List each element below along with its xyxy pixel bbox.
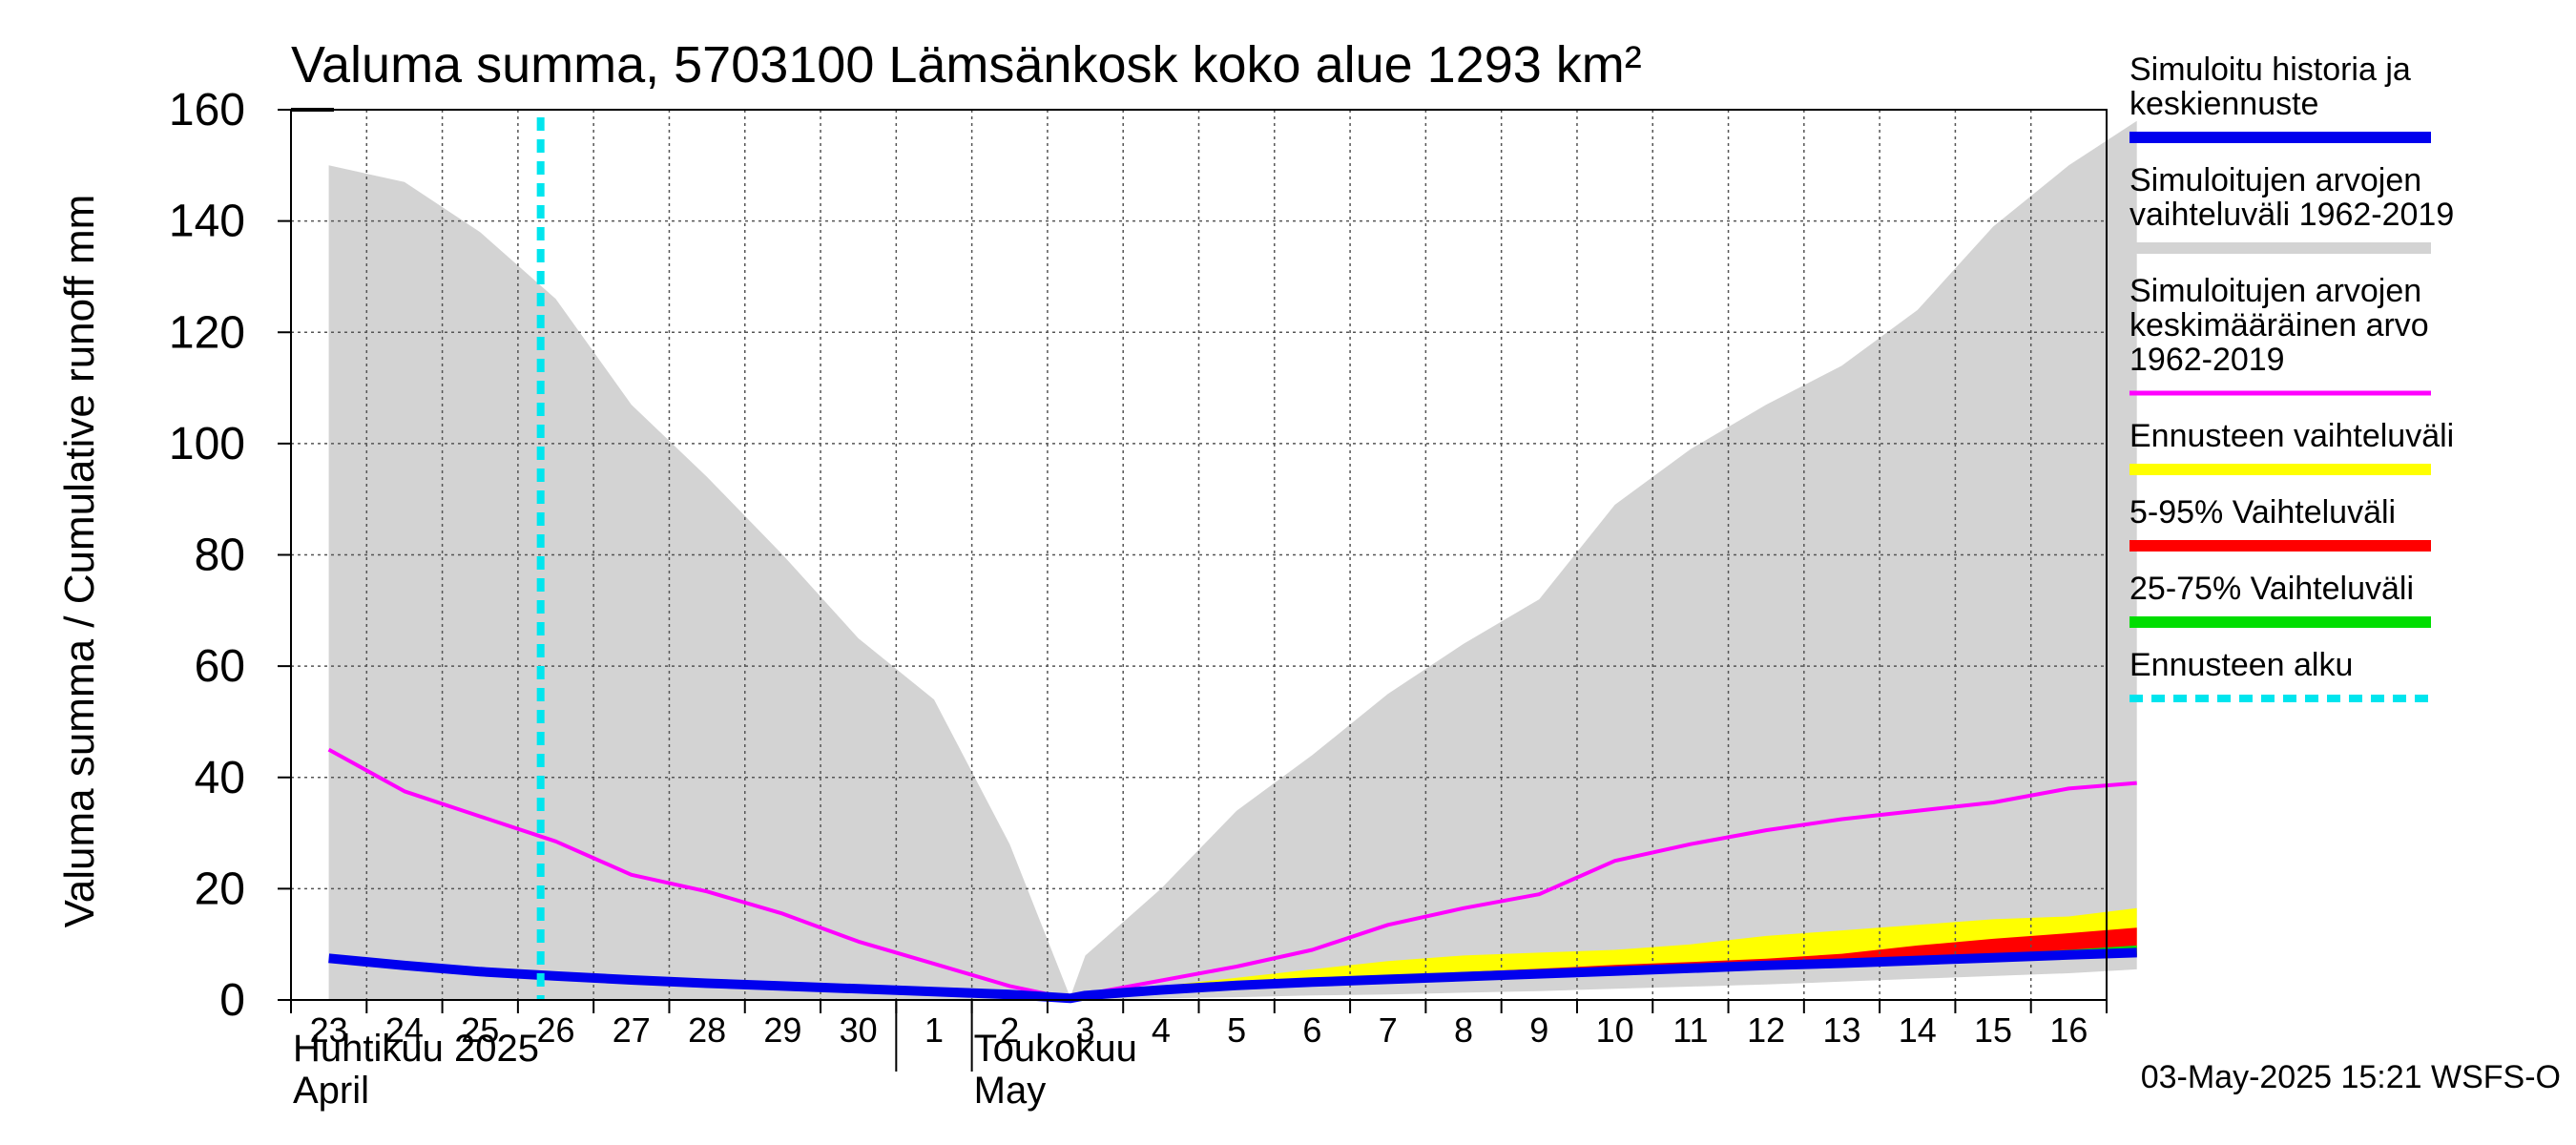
plot-area bbox=[290, 108, 2137, 1004]
x-tick-label: 13 bbox=[1822, 1010, 1860, 1050]
y-tick-label: 120 bbox=[169, 307, 245, 358]
y-tick-label: 100 bbox=[169, 419, 245, 469]
month-label-2-0: Toukokuu bbox=[974, 1028, 1137, 1070]
month-label-0-0: Huhtikuu 2025 bbox=[293, 1028, 539, 1070]
x-tick-label: 9 bbox=[1529, 1010, 1548, 1050]
x-tick-label: 14 bbox=[1899, 1010, 1937, 1050]
x-tick-label: 24 bbox=[385, 1010, 424, 1050]
x-tick-label: 12 bbox=[1747, 1010, 1785, 1050]
y-tick-label: 80 bbox=[195, 531, 245, 581]
y-tick-label: 140 bbox=[169, 197, 245, 247]
y-tick-label: 60 bbox=[195, 641, 245, 692]
month-label-2-1: May bbox=[974, 1070, 1047, 1112]
y-tick-label: 40 bbox=[195, 753, 245, 803]
legend-label: Simuloitujen arvojen bbox=[2129, 162, 2421, 198]
x-tick-label: 7 bbox=[1379, 1010, 1398, 1050]
legend-label: 1962-2019 bbox=[2129, 342, 2285, 378]
x-tick-label: 23 bbox=[310, 1010, 348, 1050]
chart-title: Valuma summa, 5703100 Lämsänkosk koko al… bbox=[291, 36, 1642, 94]
footer-timestamp: 03-May-2025 15:21 WSFS-O bbox=[2141, 1059, 2561, 1095]
x-tick-label: 3 bbox=[1076, 1010, 1095, 1050]
legend-label: keskiennuste bbox=[2129, 86, 2318, 122]
x-tick-label: 10 bbox=[1596, 1010, 1634, 1050]
y-axis: 0 20 40 60 80 100 120 140 160 bbox=[169, 85, 291, 1026]
x-tick-label: 30 bbox=[840, 1010, 878, 1050]
y-tick-label: 0 bbox=[219, 975, 245, 1026]
legend-item-4: 5-95% Vaihteluväli bbox=[2129, 494, 2431, 552]
x-tick-label: 11 bbox=[1672, 1010, 1708, 1050]
x-axis: 23 24 25 26 27 28 29 30 1 2 3 4 5 6 7 8 9 10 11 12 13 14 15 16H… bbox=[290, 1000, 2108, 1112]
x-tick-label: 4 bbox=[1152, 1010, 1171, 1050]
legend-item-5: 25-75% Vaihteluväli bbox=[2129, 571, 2431, 628]
x-tick-label: 28 bbox=[688, 1010, 726, 1050]
legend: Simuloitu historia jakeskiennusteSimuloi… bbox=[2129, 52, 2454, 702]
legend-label: vaihteluväli 1962-2019 bbox=[2129, 197, 2454, 233]
x-tick-label: 6 bbox=[1302, 1010, 1321, 1050]
legend-item-3: Ennusteen vaihteluväli bbox=[2129, 418, 2454, 475]
y-tick-label: 160 bbox=[169, 85, 245, 135]
x-tick-label: 29 bbox=[763, 1010, 801, 1050]
series-line-1 bbox=[328, 947, 2137, 1004]
x-tick-label: 27 bbox=[613, 1010, 651, 1050]
x-tick-label: 26 bbox=[536, 1010, 574, 1050]
series-band-0 bbox=[328, 120, 2137, 1000]
legend-label: 25-75% Vaihteluväli bbox=[2129, 571, 2414, 607]
x-tick-label: 5 bbox=[1227, 1010, 1246, 1050]
legend-label: Ennusteen alku bbox=[2129, 647, 2353, 683]
x-tick-label: 25 bbox=[461, 1010, 499, 1050]
series-line-0 bbox=[327, 747, 2137, 1001]
y-tick-label: 20 bbox=[195, 864, 245, 914]
x-tick-label: 1 bbox=[924, 1010, 944, 1050]
legend-label: Simuloitujen arvojen bbox=[2129, 273, 2421, 309]
x-tick-label: 16 bbox=[2049, 1010, 2088, 1050]
legend-label: Simuloitu historia ja bbox=[2129, 52, 2411, 88]
x-tick-label: 2 bbox=[1000, 1010, 1019, 1050]
legend-item-6: Ennusteen alku bbox=[2129, 647, 2431, 702]
x-tick-label: 8 bbox=[1454, 1010, 1473, 1050]
month-label-0-1: April bbox=[293, 1070, 369, 1112]
x-tick-label: 15 bbox=[1974, 1010, 2012, 1050]
legend-label: Ennusteen vaihteluväli bbox=[2129, 418, 2454, 454]
legend-label: 5-95% Vaihteluväli bbox=[2129, 494, 2396, 531]
legend-label: keskimääräinen arvo bbox=[2129, 307, 2429, 344]
y-axis-label: Valuma summa / Cumulative runoff mm bbox=[56, 195, 103, 928]
